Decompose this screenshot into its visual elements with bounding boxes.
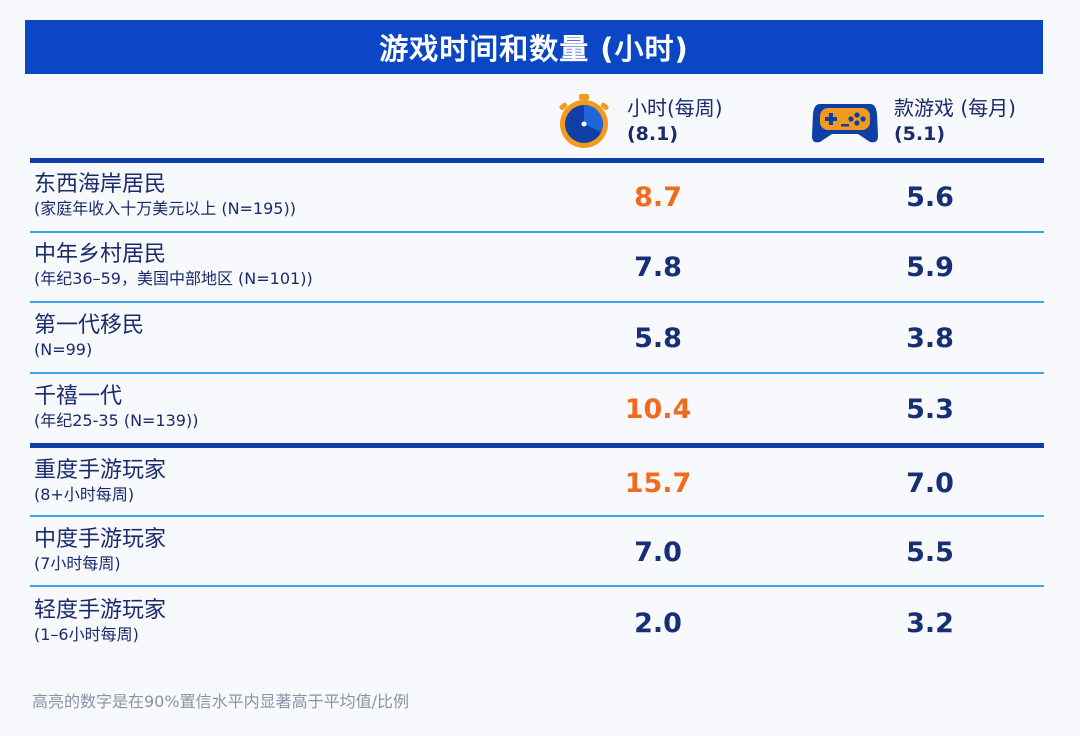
row-sub: (N=99) (34, 340, 93, 359)
cell-hours: 2.0 (634, 607, 682, 639)
column-label-hours: 小时(每周) (627, 96, 723, 120)
cell-hours: 7.0 (634, 536, 682, 568)
row-sub: (年纪25-35 (N=139)) (34, 411, 199, 430)
row-label: 中年乡村居民 (34, 242, 167, 267)
footnote: 高亮的数字是在90%置信水平内显著高于平均值/比例 (32, 692, 409, 711)
table-title: 游戏时间和数量 (小时) (379, 32, 689, 66)
row-divider (30, 585, 1044, 587)
table-row: 千禧一代 (年纪25-35 (N=139)) 10.4 5.3 (30, 376, 1044, 442)
stopwatch-icon (555, 92, 613, 150)
row-sub: (1–6小时每周) (34, 625, 139, 644)
column-header-games: 款游戏 (每月) (5.1) (810, 86, 1016, 156)
cell-hours: 8.7 (634, 181, 682, 213)
table-row: 中年乡村居民 (年纪36–59，美国中部地区 (N=101)) 7.8 5.9 (30, 234, 1044, 300)
row-divider (30, 301, 1044, 303)
table-row: 轻度手游玩家 (1–6小时每周) 2.0 3.2 (30, 590, 1044, 656)
cell-games: 5.3 (906, 393, 954, 425)
row-label: 轻度手游玩家 (34, 598, 167, 623)
row-label: 中度手游玩家 (34, 527, 167, 552)
gamepad-icon (810, 96, 880, 146)
row-divider (30, 515, 1044, 517)
cell-games: 7.0 (906, 467, 954, 499)
group-divider (30, 443, 1044, 448)
column-label-games: 款游戏 (每月) (894, 96, 1016, 120)
cell-games: 5.5 (906, 536, 954, 568)
row-label: 千禧一代 (34, 384, 123, 409)
row-divider (30, 231, 1044, 233)
row-label: 重度手游玩家 (34, 458, 167, 483)
cell-games: 5.9 (906, 251, 954, 283)
row-label: 第一代移民 (34, 313, 145, 338)
column-sub-hours: (8.1) (627, 123, 679, 145)
row-sub: (年纪36–59，美国中部地区 (N=101)) (34, 269, 313, 288)
column-header-hours: 小时(每周) (8.1) (555, 86, 723, 156)
table-row: 第一代移民 (N=99) 5.8 3.8 (30, 305, 1044, 371)
row-sub: (家庭年收入十万美元以上 (N=195)) (34, 199, 296, 218)
cell-games: 3.8 (906, 322, 954, 354)
row-sub: (8+小时每周) (34, 485, 135, 504)
cell-games: 5.6 (906, 181, 954, 213)
cell-hours: 7.8 (634, 251, 682, 283)
cell-games: 3.2 (906, 607, 954, 639)
table-row: 重度手游玩家 (8+小时每周) 15.7 7.0 (30, 450, 1044, 516)
table-title-banner: 游戏时间和数量 (小时) (25, 20, 1043, 74)
table-row: 东西海岸居民 (家庭年收入十万美元以上 (N=195)) 8.7 5.6 (30, 164, 1044, 230)
cell-hours: 15.7 (624, 467, 692, 499)
table-row: 中度手游玩家 (7小时每周) 7.0 5.5 (30, 519, 1044, 585)
row-label: 东西海岸居民 (34, 172, 167, 197)
row-divider (30, 372, 1044, 374)
cell-hours: 10.4 (624, 393, 692, 425)
cell-hours: 5.8 (634, 322, 682, 354)
column-sub-games: (5.1) (894, 123, 946, 145)
row-sub: (7小时每周) (34, 554, 121, 573)
header-divider (30, 158, 1044, 163)
